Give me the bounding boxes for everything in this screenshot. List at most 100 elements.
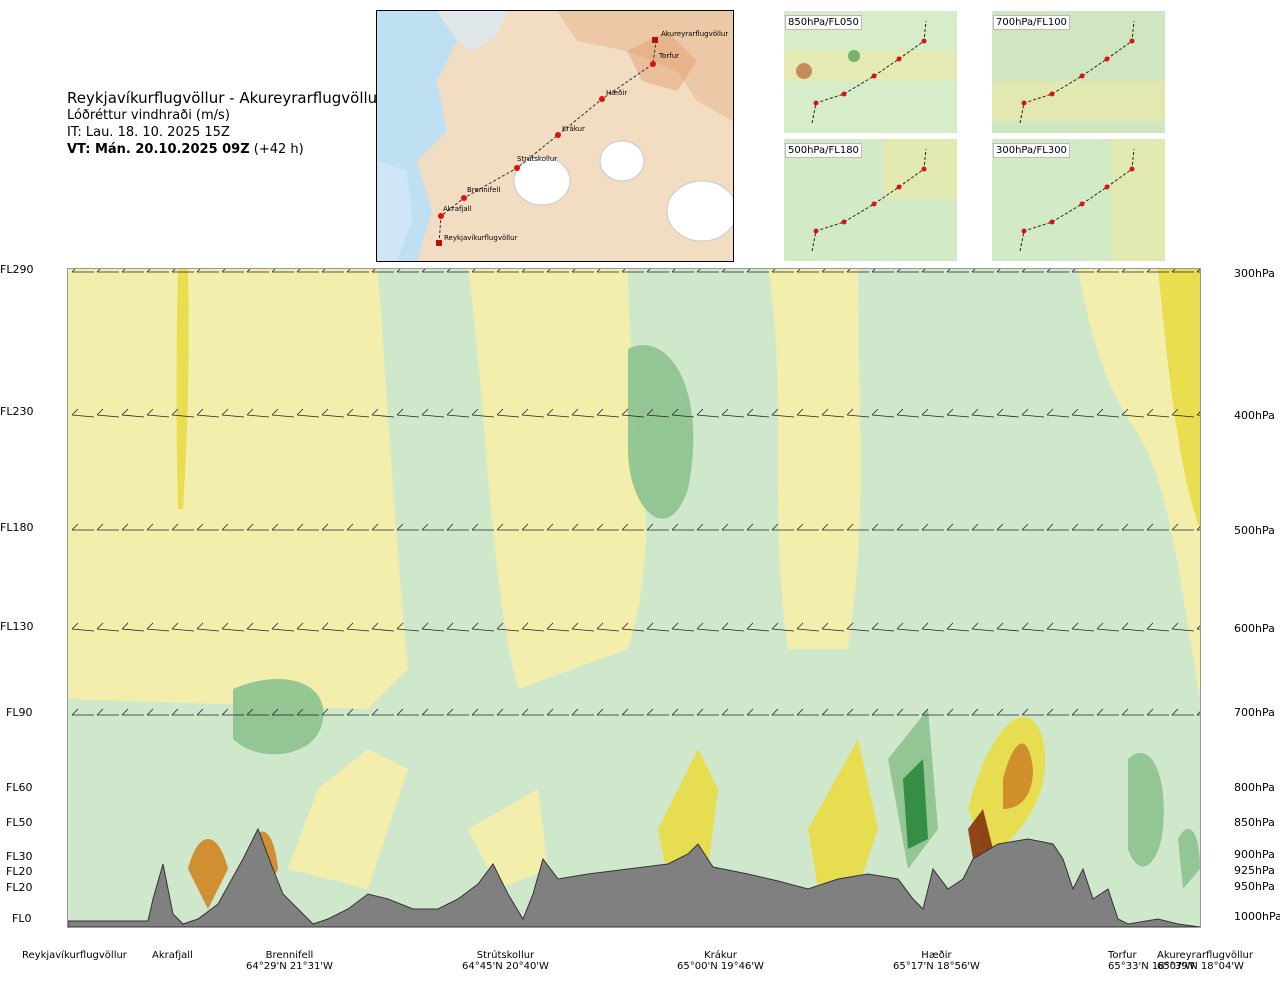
wind-barb <box>671 622 679 630</box>
wind-barb <box>1121 622 1129 630</box>
downdraft-zone <box>1128 752 1164 867</box>
wind-barb <box>896 414 920 418</box>
route-points <box>436 37 658 246</box>
wind-barb <box>821 269 826 273</box>
wind-barb <box>221 414 245 418</box>
map-label: Krákur <box>562 125 585 133</box>
wind-barb <box>421 523 429 531</box>
wind-barb <box>846 414 870 418</box>
wind-barb <box>621 269 626 273</box>
route-title: Reykjavíkurflugvöllur - Akureyrarflugvöl… <box>67 89 384 107</box>
updraft-zone <box>808 739 878 889</box>
wind-barb <box>1046 622 1054 630</box>
wind-barb <box>921 269 926 273</box>
wind-barb <box>496 408 504 416</box>
wind-barb <box>321 708 329 716</box>
updraft-zone <box>1003 743 1033 809</box>
wind-barb <box>421 269 426 273</box>
wind-barb <box>1021 628 1045 632</box>
wind-barb <box>646 708 654 716</box>
wind-barb <box>596 414 620 418</box>
wind-barb <box>721 269 726 273</box>
wind-barb <box>421 628 445 632</box>
wind-barb <box>421 622 429 630</box>
mini-map-label: 500hPa/FL180 <box>785 143 862 158</box>
wind-barb <box>996 408 1004 416</box>
wind-barb <box>96 523 104 531</box>
wind-barb <box>896 408 904 416</box>
wind-barb <box>221 708 229 716</box>
wind-barb <box>371 414 395 418</box>
wind-barb <box>446 408 454 416</box>
wind-barb <box>1146 628 1170 632</box>
wind-barb <box>446 269 451 273</box>
wind-barb <box>1121 414 1145 418</box>
wind-barb <box>271 414 295 418</box>
wind-barb <box>521 414 545 418</box>
wind-barb <box>1096 628 1120 632</box>
wind-barb <box>496 708 504 716</box>
wind-barb <box>871 523 879 531</box>
wind-barb <box>696 523 704 531</box>
wind-barb <box>1046 269 1051 273</box>
wind-barb <box>471 408 479 416</box>
wind-barb <box>1146 708 1154 716</box>
wind-barb <box>771 408 779 416</box>
wind-barb <box>1046 523 1054 531</box>
wind-barb <box>396 622 404 630</box>
wind-barb <box>346 628 370 632</box>
wind-barb <box>746 269 751 273</box>
wind-barb <box>646 628 670 632</box>
wind-barb <box>946 414 970 418</box>
wind-barb <box>871 628 895 632</box>
updraft-zone <box>968 809 993 859</box>
wind-barb <box>1021 523 1029 531</box>
wind-barb <box>946 708 954 716</box>
wind-barb <box>596 628 620 632</box>
wind-barb <box>1121 269 1126 273</box>
wind-barb <box>671 628 695 632</box>
wind-barb <box>1071 708 1079 716</box>
pressure-label: 1000hPa <box>1234 910 1280 923</box>
wind-barb <box>1046 408 1054 416</box>
wind-barb <box>121 414 145 418</box>
wind-barb <box>196 622 204 630</box>
wind-barb <box>71 628 95 632</box>
wind-barb <box>746 408 754 416</box>
fl-label: FL230 <box>0 405 34 418</box>
pressure-label: 950hPa <box>1234 880 1275 893</box>
wind-barb <box>71 414 95 418</box>
wind-barb <box>296 414 320 418</box>
wind-barb <box>1146 523 1154 531</box>
wind-barb <box>246 708 254 716</box>
wind-barb <box>271 622 279 630</box>
wind-barb <box>371 523 379 531</box>
wind-barb <box>921 408 929 416</box>
wind-barb <box>1021 708 1029 716</box>
wind-barb <box>471 269 476 273</box>
wind-barb <box>571 523 579 531</box>
map-point-haedir <box>599 96 605 102</box>
wind-barb <box>321 523 329 531</box>
wind-barb <box>196 269 201 273</box>
map-point-reykjavik <box>436 240 442 246</box>
map-label: Torfur <box>658 52 679 60</box>
wind-barb <box>971 414 995 418</box>
pressure-label: 800hPa <box>1234 781 1275 794</box>
wind-barb <box>596 269 601 273</box>
wind-barb <box>346 622 354 630</box>
wind-barb <box>371 408 379 416</box>
wind-barb <box>921 523 929 531</box>
wind-barb <box>446 523 454 531</box>
wind-barb <box>846 408 854 416</box>
wind-barb <box>446 628 470 632</box>
wind-barb <box>546 622 554 630</box>
updraft-zone <box>658 749 718 879</box>
updraft-zone <box>176 269 189 509</box>
wind-barb <box>821 408 829 416</box>
wind-barb <box>471 628 495 632</box>
wind-barb <box>846 622 854 630</box>
mini-map-label: 850hPa/FL050 <box>785 15 862 30</box>
wind-barb <box>571 408 579 416</box>
wind-barb <box>521 523 529 531</box>
